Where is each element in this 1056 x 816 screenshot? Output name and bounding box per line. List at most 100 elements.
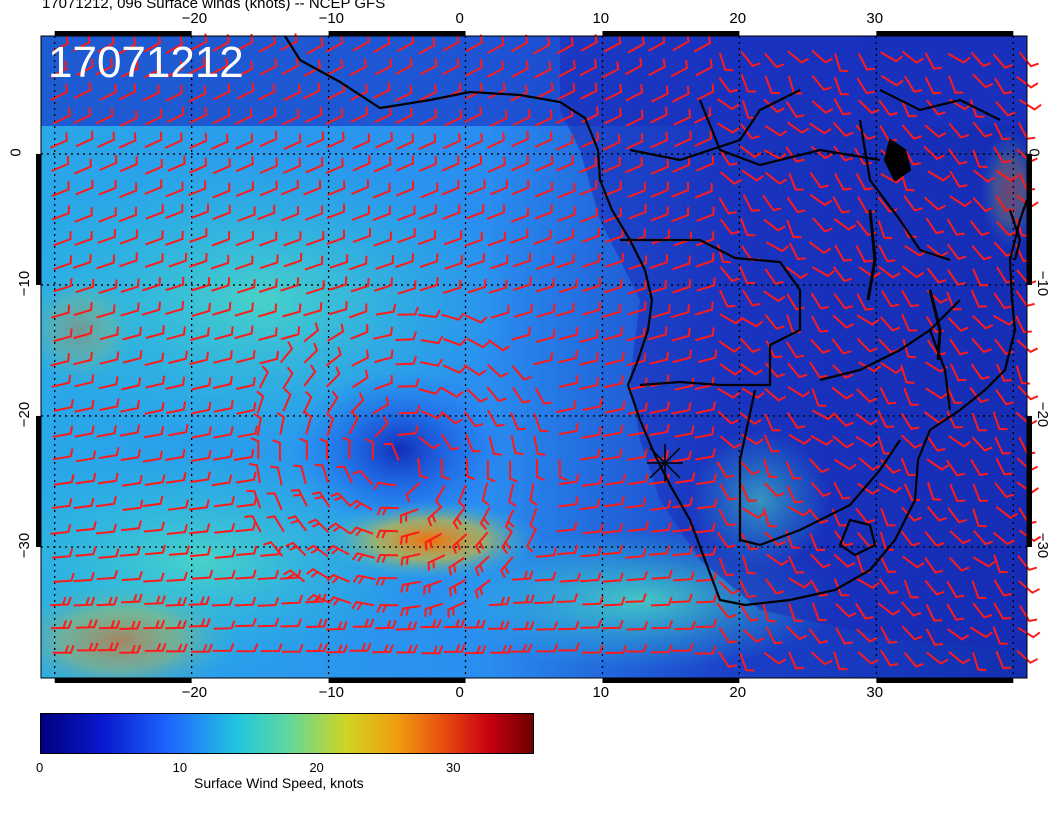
wind-barb bbox=[466, 337, 490, 349]
wind-barb bbox=[742, 628, 765, 643]
wind-barb bbox=[649, 254, 668, 270]
wind-barb bbox=[51, 374, 72, 388]
wind-barb bbox=[349, 499, 373, 511]
wind-barb bbox=[281, 108, 300, 126]
wind-barb bbox=[119, 424, 141, 437]
wind-barb bbox=[372, 81, 391, 99]
wind-barb bbox=[212, 158, 231, 175]
wind-barb bbox=[857, 650, 879, 665]
wind-barb bbox=[696, 498, 718, 510]
wind-barb bbox=[486, 132, 505, 149]
wind-barb bbox=[534, 181, 554, 198]
wind-barb bbox=[718, 508, 736, 527]
wind-barb bbox=[902, 339, 917, 359]
wind-barb bbox=[648, 326, 668, 341]
wind-barb bbox=[119, 252, 138, 268]
wind-barb bbox=[448, 579, 467, 597]
wind-barb bbox=[533, 229, 552, 245]
frame-bar bbox=[876, 678, 1014, 683]
wind-barb bbox=[165, 276, 185, 292]
wind-barb bbox=[423, 579, 442, 595]
lon-tick-label: 0 bbox=[455, 10, 464, 27]
wind-barb bbox=[72, 254, 92, 269]
wind-barb bbox=[901, 413, 920, 431]
wind-barb bbox=[352, 155, 371, 172]
wind-barb bbox=[903, 195, 923, 212]
frame-bar bbox=[1027, 415, 1032, 547]
wind-barb bbox=[122, 350, 143, 364]
wind-barb bbox=[556, 544, 579, 556]
wind-barb bbox=[236, 33, 254, 52]
wind-barb bbox=[787, 505, 811, 517]
wind-barb bbox=[280, 326, 301, 341]
wind-barb bbox=[856, 388, 878, 403]
wind-barb bbox=[352, 574, 376, 584]
wind-barb bbox=[581, 644, 604, 654]
wind-barb bbox=[463, 411, 484, 428]
wind-barb bbox=[427, 554, 446, 571]
wind-barb bbox=[303, 179, 322, 196]
wind-barb bbox=[444, 255, 463, 270]
wind-barb bbox=[189, 523, 211, 535]
wind-barb bbox=[970, 458, 989, 477]
wind-barb bbox=[168, 252, 188, 268]
wind-barb bbox=[189, 618, 211, 628]
wind-barb bbox=[51, 304, 71, 319]
wind-barb bbox=[579, 58, 598, 77]
wind-barb bbox=[535, 155, 554, 172]
wind-barb bbox=[405, 482, 421, 503]
wind-barb bbox=[671, 327, 691, 342]
wind-barb bbox=[50, 596, 72, 607]
wind-barb bbox=[487, 36, 505, 54]
wind-barb bbox=[536, 621, 559, 631]
wind-barb bbox=[627, 377, 648, 391]
wind-barb bbox=[672, 497, 694, 509]
wind-barb bbox=[97, 131, 116, 149]
wind-barb bbox=[417, 230, 437, 246]
wind-barb bbox=[580, 572, 602, 583]
wind-barb bbox=[420, 57, 438, 76]
wind-barb bbox=[924, 196, 946, 211]
wind-barb bbox=[1018, 529, 1042, 543]
wind-barb bbox=[375, 303, 397, 316]
figure-title: 17071212, 096 Surface winds (knots) -- N… bbox=[42, 0, 386, 12]
wind-barb bbox=[763, 149, 787, 161]
wind-barb bbox=[213, 426, 234, 439]
wind-barb bbox=[51, 155, 70, 172]
wind-barb bbox=[441, 179, 460, 196]
wind-barb bbox=[835, 603, 857, 618]
wind-barb bbox=[765, 241, 789, 253]
wind-barb bbox=[695, 327, 715, 342]
lon-tick-label: 10 bbox=[592, 10, 610, 27]
wind-barb bbox=[488, 620, 510, 630]
wind-barb bbox=[764, 171, 788, 185]
lon-tick-label: 10 bbox=[592, 684, 610, 701]
wind-barb bbox=[290, 488, 308, 507]
wind-barb bbox=[810, 292, 829, 310]
wind-barb bbox=[165, 643, 188, 653]
wind-barb bbox=[927, 170, 951, 182]
wind-barb bbox=[306, 643, 328, 653]
wind-barb bbox=[742, 194, 760, 212]
map-border bbox=[40, 35, 1028, 679]
lat-tick-label: −10 bbox=[16, 270, 34, 297]
wind-barb bbox=[76, 58, 94, 76]
wind-barb bbox=[718, 52, 734, 72]
wind-barb bbox=[190, 546, 212, 558]
wind-barb bbox=[903, 483, 921, 502]
wind-barb bbox=[400, 508, 419, 524]
wind-barb bbox=[579, 82, 598, 100]
wind-barb bbox=[695, 231, 715, 247]
wind-barb bbox=[557, 83, 576, 100]
wind-barb bbox=[145, 204, 164, 220]
wind-barb bbox=[557, 182, 576, 199]
wind-barb bbox=[511, 365, 532, 381]
wind-barb bbox=[400, 553, 421, 566]
wind-barb bbox=[99, 326, 120, 341]
wind-barb bbox=[120, 520, 142, 532]
wind-barb bbox=[650, 132, 668, 149]
wind-barb bbox=[739, 218, 756, 237]
wind-barb bbox=[258, 278, 278, 294]
wind-barb bbox=[168, 350, 188, 365]
wind-barb bbox=[465, 59, 483, 77]
